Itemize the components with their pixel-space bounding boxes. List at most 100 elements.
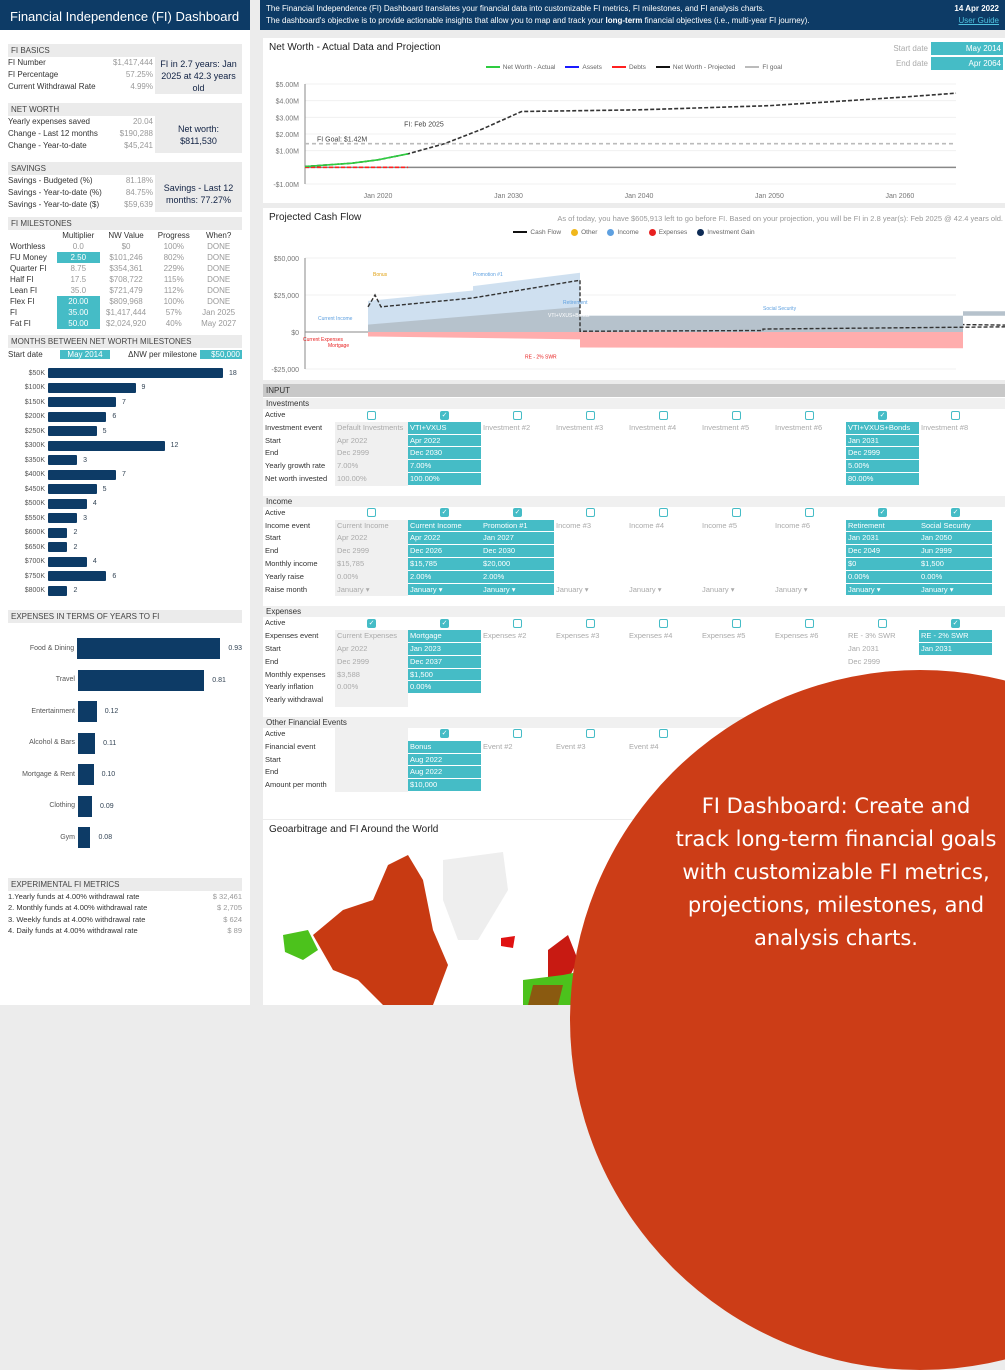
active-checkbox[interactable]	[700, 617, 773, 630]
input-cell[interactable]: 0.00%	[846, 570, 919, 584]
input-cell[interactable]	[481, 681, 554, 694]
input-cell[interactable]: Apr 2022	[408, 434, 481, 448]
checkbox-icon[interactable]	[513, 410, 522, 420]
input-cell[interactable]: $15,785	[335, 557, 408, 571]
input-cell[interactable]: 100.00%	[408, 472, 481, 486]
input-cell[interactable]	[481, 754, 554, 767]
input-cell[interactable]: January ▾	[335, 583, 408, 597]
active-checkbox[interactable]	[335, 507, 408, 520]
input-cell[interactable]: Promotion #1	[481, 519, 554, 533]
input-cell[interactable]: January ▾	[846, 583, 919, 597]
active-checkbox[interactable]	[627, 617, 700, 630]
input-cell[interactable]: Retirement	[846, 519, 919, 533]
active-checkbox[interactable]	[700, 507, 773, 520]
input-cell[interactable]	[335, 766, 408, 780]
input-cell[interactable]: Dec 2049	[846, 545, 919, 558]
input-cell[interactable]: Current Expenses	[335, 630, 408, 643]
input-cell[interactable]: Investment #6	[775, 422, 823, 432]
active-checkbox[interactable]	[481, 409, 554, 422]
multiplier-cell[interactable]: 35.00	[56, 307, 100, 318]
checkbox-icon[interactable]	[951, 410, 960, 420]
input-cell[interactable]: $1,500	[919, 557, 992, 571]
input-cell[interactable]: Expenses #2	[483, 631, 527, 641]
input-cell[interactable]	[700, 473, 773, 486]
input-cell[interactable]: 0.00%	[335, 570, 408, 584]
input-cell[interactable]: Income #6	[775, 520, 811, 530]
input-cell[interactable]	[700, 447, 773, 460]
active-checkbox[interactable]	[554, 507, 627, 520]
input-cell[interactable]: Jan 2031	[919, 642, 992, 656]
input-cell[interactable]: 5.00%	[846, 460, 919, 473]
input-cell[interactable]	[554, 447, 627, 460]
input-cell[interactable]: RE - 2% SWR	[919, 630, 992, 643]
input-cell[interactable]: 2.00%	[408, 570, 481, 584]
input-cell[interactable]	[627, 669, 700, 682]
input-cell[interactable]: Jan 2031	[846, 434, 919, 448]
input-cell[interactable]: January ▾	[408, 583, 481, 597]
checkbox-icon[interactable]	[659, 618, 668, 628]
input-cell[interactable]	[554, 545, 627, 558]
input-cell[interactable]: Current Income	[335, 519, 408, 533]
input-cell[interactable]	[627, 473, 700, 486]
input-cell[interactable]	[554, 558, 627, 571]
input-cell[interactable]: Apr 2022	[335, 434, 408, 448]
input-cell[interactable]: Aug 2022	[408, 753, 481, 767]
checkbox-icon[interactable]	[659, 410, 668, 420]
active-checkbox[interactable]: ✓	[846, 409, 919, 422]
input-cell[interactable]	[335, 694, 408, 707]
input-cell[interactable]: January ▾	[702, 584, 735, 594]
input-cell[interactable]	[554, 435, 627, 448]
input-cell[interactable]: Mortgage	[408, 630, 481, 643]
input-cell[interactable]: Event #4	[629, 741, 659, 751]
input-cell[interactable]: 0.00%	[919, 570, 992, 584]
input-cell[interactable]: January ▾	[556, 584, 589, 594]
checkbox-icon[interactable]	[659, 729, 668, 739]
input-cell[interactable]: Jan 2031	[846, 532, 919, 546]
chart-start-input[interactable]: May 2014	[931, 42, 1003, 55]
input-cell[interactable]	[700, 460, 773, 473]
input-cell[interactable]	[773, 435, 846, 448]
active-checkbox[interactable]: ✓	[335, 617, 408, 630]
input-cell[interactable]	[481, 656, 554, 669]
input-cell[interactable]	[773, 447, 846, 460]
input-cell[interactable]: Dec 2999	[335, 545, 408, 558]
input-cell[interactable]	[481, 779, 554, 792]
input-cell[interactable]: 80.00%	[846, 472, 919, 486]
input-cell[interactable]	[700, 681, 773, 694]
input-cell[interactable]: Bonus	[408, 740, 481, 754]
checkbox-icon[interactable]: ✓	[440, 618, 449, 628]
checkbox-icon[interactable]: ✓	[513, 508, 522, 518]
input-cell[interactable]: VTI+VXUS+Bonds	[846, 421, 919, 435]
input-cell[interactable]: Dec 2037	[408, 655, 481, 669]
input-cell[interactable]: $3,588	[335, 668, 408, 682]
input-cell[interactable]: Expenses #4	[629, 631, 673, 641]
input-cell[interactable]	[554, 766, 627, 779]
input-cell[interactable]: January ▾	[775, 584, 808, 594]
input-cell[interactable]: 0.00%	[408, 681, 481, 695]
checkbox-icon[interactable]	[732, 410, 741, 420]
checkbox-icon[interactable]: ✓	[878, 508, 887, 518]
multiplier-cell[interactable]: 17.5	[70, 275, 87, 284]
input-cell[interactable]: Apr 2022	[408, 532, 481, 546]
input-cell[interactable]: Income #4	[629, 520, 665, 530]
input-cell[interactable]	[919, 447, 992, 460]
active-checkbox[interactable]: ✓	[481, 507, 554, 520]
input-cell[interactable]	[335, 740, 408, 754]
checkbox-icon[interactable]: ✓	[440, 508, 449, 518]
input-cell[interactable]	[481, 643, 554, 656]
input-cell[interactable]: $0	[846, 557, 919, 571]
input-cell[interactable]	[554, 669, 627, 682]
active-checkbox[interactable]: ✓	[846, 507, 919, 520]
input-cell[interactable]: $20,000	[481, 557, 554, 571]
input-cell[interactable]: Investment #8	[921, 422, 969, 432]
input-cell[interactable]	[481, 473, 554, 486]
input-cell[interactable]: Investment #3	[556, 422, 604, 432]
input-cell[interactable]	[700, 694, 773, 707]
active-checkbox[interactable]	[773, 409, 846, 422]
active-checkbox[interactable]: ✓	[408, 617, 481, 630]
input-cell[interactable]	[919, 435, 992, 448]
input-cell[interactable]	[700, 656, 773, 669]
input-cell[interactable]: Investment #5	[702, 422, 750, 432]
input-cell[interactable]	[481, 694, 554, 707]
input-cell[interactable]: Dec 2999	[335, 447, 408, 461]
